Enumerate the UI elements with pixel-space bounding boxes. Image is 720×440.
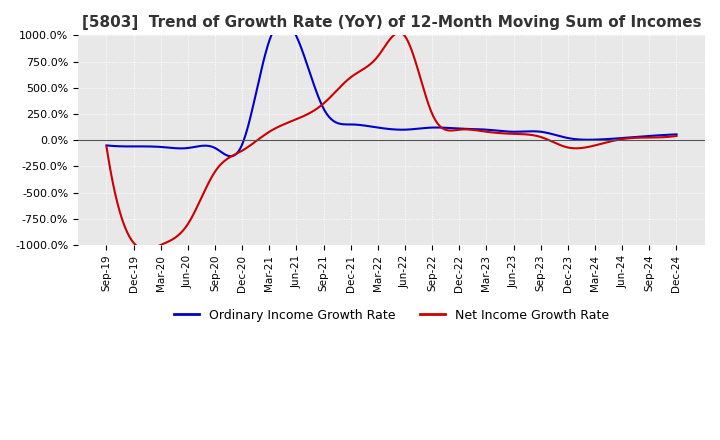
Ordinary Income Growth Rate — [572, 136, 580, 142]
Net Income Growth Rate — [444, 128, 452, 133]
Ordinary Income Growth Rate — [413, 126, 421, 132]
Title: [5803]  Trend of Growth Rate (YoY) of 12-Month Moving Sum of Incomes: [5803] Trend of Growth Rate (YoY) of 12-… — [81, 15, 701, 30]
Net Income Growth Rate — [374, 53, 382, 59]
Ordinary Income Growth Rate — [375, 125, 384, 130]
Ordinary Income Growth Rate — [661, 132, 670, 138]
Net Income Growth Rate — [661, 135, 670, 140]
Ordinary Income Growth Rate — [379, 126, 387, 131]
Ordinary Income Growth Rate — [444, 125, 452, 131]
Legend: Ordinary Income Growth Rate, Net Income Growth Rate: Ordinary Income Growth Rate, Net Income … — [168, 304, 614, 327]
Ordinary Income Growth Rate — [279, 18, 288, 24]
Line: Ordinary Income Growth Rate: Ordinary Income Growth Rate — [107, 21, 677, 156]
Net Income Growth Rate — [377, 48, 386, 54]
Line: Net Income Growth Rate: Net Income Growth Rate — [107, 33, 677, 249]
Ordinary Income Growth Rate — [102, 143, 111, 148]
Net Income Growth Rate — [395, 30, 403, 35]
Ordinary Income Growth Rate — [672, 132, 681, 137]
Net Income Growth Rate — [142, 247, 150, 252]
Ordinary Income Growth Rate — [227, 154, 235, 159]
Net Income Growth Rate — [413, 65, 421, 70]
Net Income Growth Rate — [572, 146, 580, 151]
Net Income Growth Rate — [102, 144, 111, 149]
Net Income Growth Rate — [672, 133, 681, 139]
